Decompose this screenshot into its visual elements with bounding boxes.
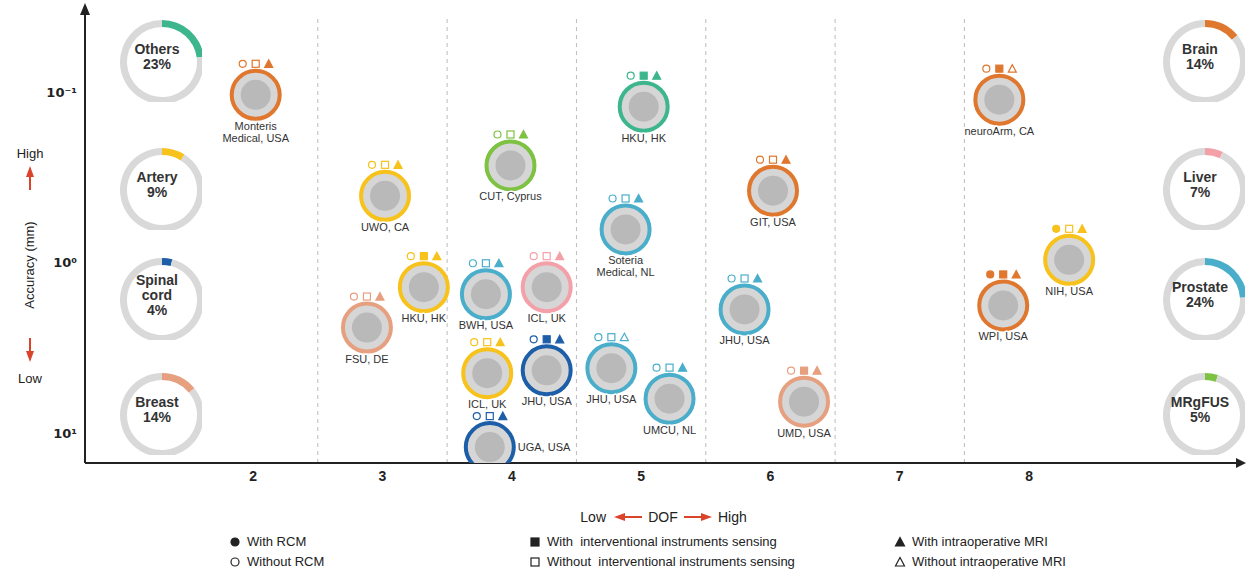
html-text:24%: 24% (1186, 294, 1214, 310)
svg-text:JHU, USA: JHU, USA (586, 393, 637, 405)
svg-text:NIH, USA: NIH, USA (1045, 285, 1093, 297)
html-text:Breast: Breast (135, 394, 179, 410)
html-text:5%: 5% (1189, 409, 1211, 425)
svg-text:UMCU, NL: UMCU, NL (643, 424, 696, 436)
svg-text:GIT, USA: GIT, USA (750, 216, 797, 228)
html-text:14%: 14% (1186, 56, 1214, 72)
svg-text:With RCM: With RCM (247, 534, 306, 549)
svg-text:10⁻¹: 10⁻¹ (46, 85, 77, 100)
html-text:cord: cord (141, 286, 173, 303)
html-text:7%: 7% (1189, 184, 1211, 200)
svg-text:With intraoperative MRI: With intraoperative MRI (912, 534, 1048, 549)
svg-text:neuroArm, CA: neuroArm, CA (964, 125, 1034, 137)
html-text:9%: 9% (146, 184, 168, 200)
svg-text:Low: Low (18, 371, 42, 386)
svg-text:DOF: DOF (648, 509, 678, 525)
svg-text:Low: Low (580, 509, 607, 525)
svg-text:3: 3 (379, 468, 387, 484)
svg-text:SoteriaMedical, NL: SoteriaMedical, NL (597, 254, 655, 278)
svg-text:UGA, USA: UGA, USA (518, 441, 571, 453)
svg-text:2: 2 (249, 468, 257, 484)
svg-text:UMD, USA: UMD, USA (777, 427, 831, 439)
svg-text:CUT, Cyprus: CUT, Cyprus (479, 190, 542, 202)
html-text:4%: 4% (146, 301, 168, 318)
svg-text:ICL, UK: ICL, UK (468, 398, 507, 410)
svg-text:5: 5 (637, 468, 645, 484)
svg-text:BWH, USA: BWH, USA (459, 319, 514, 331)
svg-text:7: 7 (896, 468, 904, 484)
svg-text:10⁰: 10⁰ (53, 255, 77, 270)
svg-text:Without intraoperative MRI: Without intraoperative MRI (912, 554, 1066, 569)
html-text:Prostate: Prostate (1172, 279, 1228, 295)
svg-text:High: High (718, 509, 747, 525)
svg-text:Without interventional instru: Without interventional instruments sensi… (547, 554, 795, 569)
svg-text:10¹: 10¹ (53, 426, 77, 441)
svg-text:HKU, HK: HKU, HK (621, 132, 666, 144)
html-text:Artery: Artery (136, 169, 178, 185)
html-text:Liver: Liver (1183, 169, 1217, 185)
svg-text:Accuracy (mm): Accuracy (mm) (22, 221, 37, 308)
svg-text:JHU, USA: JHU, USA (522, 395, 573, 407)
html-text:14%: 14% (143, 409, 171, 425)
svg-text:JHU, USA: JHU, USA (719, 334, 770, 346)
html-text:Spinal: Spinal (136, 271, 178, 288)
svg-text:MonterisMedical, USA: MonterisMedical, USA (222, 120, 289, 144)
html-text:MRgFUS: MRgFUS (1170, 394, 1230, 410)
html-text:23%: 23% (143, 56, 171, 72)
svg-text:ICL, UK: ICL, UK (527, 312, 566, 324)
svg-text:High: High (17, 146, 44, 161)
svg-text:WPI, USA: WPI, USA (978, 330, 1028, 342)
svg-text:With interventional instrumen: With interventional instruments sensing (547, 534, 777, 549)
html-text:Others: Others (134, 41, 180, 57)
svg-text:UWO, CA: UWO, CA (361, 221, 410, 233)
svg-text:Without RCM: Without RCM (247, 554, 324, 569)
svg-text:4: 4 (508, 468, 516, 484)
svg-text:HKU, HK: HKU, HK (402, 312, 447, 324)
svg-text:8: 8 (1025, 468, 1033, 484)
svg-text:6: 6 (767, 468, 775, 484)
svg-text:FSU, DE: FSU, DE (345, 353, 388, 365)
html-text:Brain: Brain (1182, 41, 1218, 57)
